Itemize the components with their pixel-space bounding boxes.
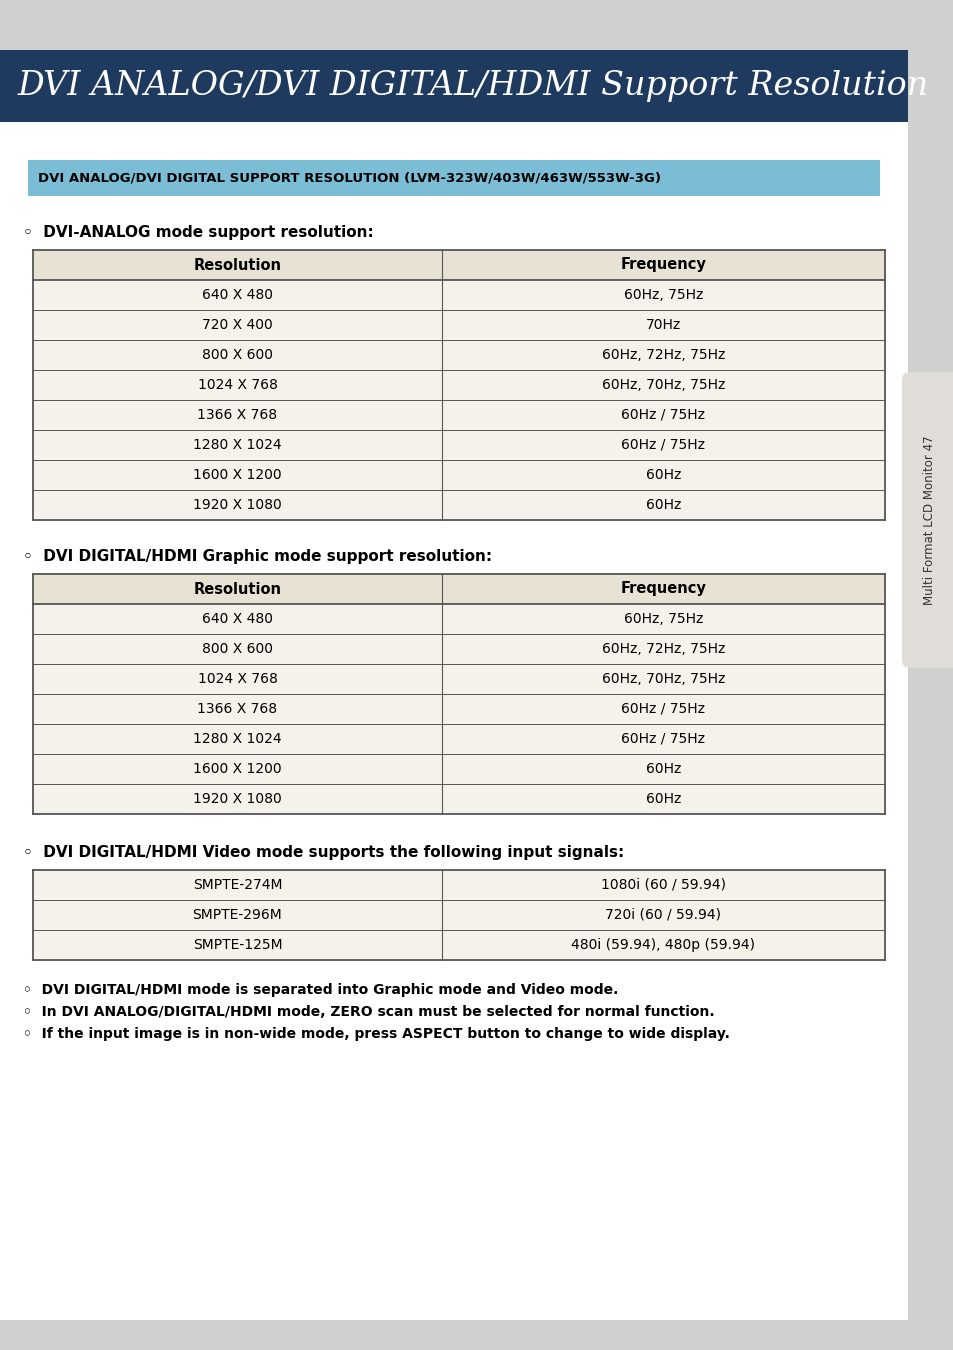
Bar	[33, 340, 884, 370]
Bar	[33, 724, 884, 755]
Text: 60Hz, 75Hz: 60Hz, 75Hz	[623, 612, 702, 626]
Text: Multi Format LCD Monitor 47: Multi Format LCD Monitor 47	[923, 435, 936, 605]
FancyBboxPatch shape	[901, 373, 953, 668]
Text: 1600 X 1200: 1600 X 1200	[193, 761, 281, 776]
Bar	[28, 161, 879, 196]
Bar	[33, 869, 884, 900]
Bar	[33, 310, 884, 340]
Text: 60Hz: 60Hz	[645, 498, 680, 512]
Text: 1920 X 1080: 1920 X 1080	[193, 792, 281, 806]
Bar	[33, 460, 884, 490]
Text: 1080i (60 / 59.94): 1080i (60 / 59.94)	[600, 878, 725, 892]
Bar	[0, 50, 907, 122]
Text: 1024 X 768: 1024 X 768	[197, 378, 277, 392]
Text: Frequency: Frequency	[619, 582, 705, 597]
Text: 60Hz, 70Hz, 75Hz: 60Hz, 70Hz, 75Hz	[601, 672, 724, 686]
Text: 60Hz, 70Hz, 75Hz: 60Hz, 70Hz, 75Hz	[601, 378, 724, 392]
Text: Resolution: Resolution	[193, 258, 281, 273]
Bar	[33, 900, 884, 930]
Text: 640 X 480: 640 X 480	[202, 612, 273, 626]
Bar	[33, 279, 884, 310]
Text: ◦  DVI-ANALOG mode support resolution:: ◦ DVI-ANALOG mode support resolution:	[23, 224, 374, 239]
Text: SMPTE-296M: SMPTE-296M	[193, 909, 282, 922]
Text: 60Hz: 60Hz	[645, 761, 680, 776]
Text: 1280 X 1024: 1280 X 1024	[193, 437, 281, 452]
Bar	[33, 634, 884, 664]
Text: Frequency: Frequency	[619, 258, 705, 273]
Text: 60Hz: 60Hz	[645, 792, 680, 806]
Text: 800 X 600: 800 X 600	[202, 643, 273, 656]
Text: 60Hz / 75Hz: 60Hz / 75Hz	[620, 408, 704, 423]
Bar	[33, 400, 884, 431]
Text: 60Hz, 72Hz, 75Hz: 60Hz, 72Hz, 75Hz	[601, 643, 724, 656]
Text: 480i (59.94), 480p (59.94): 480i (59.94), 480p (59.94)	[571, 938, 755, 952]
Bar	[33, 784, 884, 814]
Text: 1366 X 768: 1366 X 768	[197, 408, 277, 423]
Text: 60Hz / 75Hz: 60Hz / 75Hz	[620, 702, 704, 716]
Text: 1280 X 1024: 1280 X 1024	[193, 732, 281, 747]
Text: 70Hz: 70Hz	[645, 319, 680, 332]
Text: 60Hz: 60Hz	[645, 468, 680, 482]
Text: DVI ANALOG/DVI DIGITAL SUPPORT RESOLUTION (LVM-323W/403W/463W/553W-3G): DVI ANALOG/DVI DIGITAL SUPPORT RESOLUTIO…	[38, 171, 660, 185]
Bar	[33, 603, 884, 634]
Text: SMPTE-274M: SMPTE-274M	[193, 878, 282, 892]
Bar	[33, 370, 884, 400]
Text: 800 X 600: 800 X 600	[202, 348, 273, 362]
Text: 640 X 480: 640 X 480	[202, 288, 273, 302]
Text: 720i (60 / 59.94): 720i (60 / 59.94)	[605, 909, 720, 922]
Text: 60Hz, 72Hz, 75Hz: 60Hz, 72Hz, 75Hz	[601, 348, 724, 362]
Text: 1366 X 768: 1366 X 768	[197, 702, 277, 716]
Text: ◦  DVI DIGITAL/HDMI mode is separated into Graphic mode and Video mode.: ◦ DVI DIGITAL/HDMI mode is separated int…	[23, 983, 618, 998]
Text: 1024 X 768: 1024 X 768	[197, 672, 277, 686]
Bar	[907, 0, 953, 1350]
Text: ◦  DVI DIGITAL/HDMI Video mode supports the following input signals:: ◦ DVI DIGITAL/HDMI Video mode supports t…	[23, 845, 623, 860]
Text: Resolution: Resolution	[193, 582, 281, 597]
Text: 720 X 400: 720 X 400	[202, 319, 273, 332]
Text: 60Hz / 75Hz: 60Hz / 75Hz	[620, 732, 704, 747]
Text: 60Hz, 75Hz: 60Hz, 75Hz	[623, 288, 702, 302]
Text: ◦  In DVI ANALOG/DIGITAL/HDMI mode, ZERO scan must be selected for normal functi: ◦ In DVI ANALOG/DIGITAL/HDMI mode, ZERO …	[23, 1004, 714, 1019]
Bar	[33, 490, 884, 520]
Bar	[33, 930, 884, 960]
Bar	[33, 664, 884, 694]
Bar	[33, 250, 884, 279]
Text: 1920 X 1080: 1920 X 1080	[193, 498, 281, 512]
Text: 1600 X 1200: 1600 X 1200	[193, 468, 281, 482]
Text: SMPTE-125M: SMPTE-125M	[193, 938, 282, 952]
Bar	[33, 431, 884, 460]
Bar	[33, 574, 884, 603]
Text: ◦  If the input image is in non-wide mode, press ASPECT button to change to wide: ◦ If the input image is in non-wide mode…	[23, 1027, 729, 1041]
Bar	[33, 755, 884, 784]
Text: DVI ANALOG/DVI DIGITAL/HDMI Support Resolution: DVI ANALOG/DVI DIGITAL/HDMI Support Reso…	[18, 70, 928, 103]
Bar	[33, 694, 884, 724]
Text: 60Hz / 75Hz: 60Hz / 75Hz	[620, 437, 704, 452]
Text: ◦  DVI DIGITAL/HDMI Graphic mode support resolution:: ◦ DVI DIGITAL/HDMI Graphic mode support …	[23, 548, 492, 563]
